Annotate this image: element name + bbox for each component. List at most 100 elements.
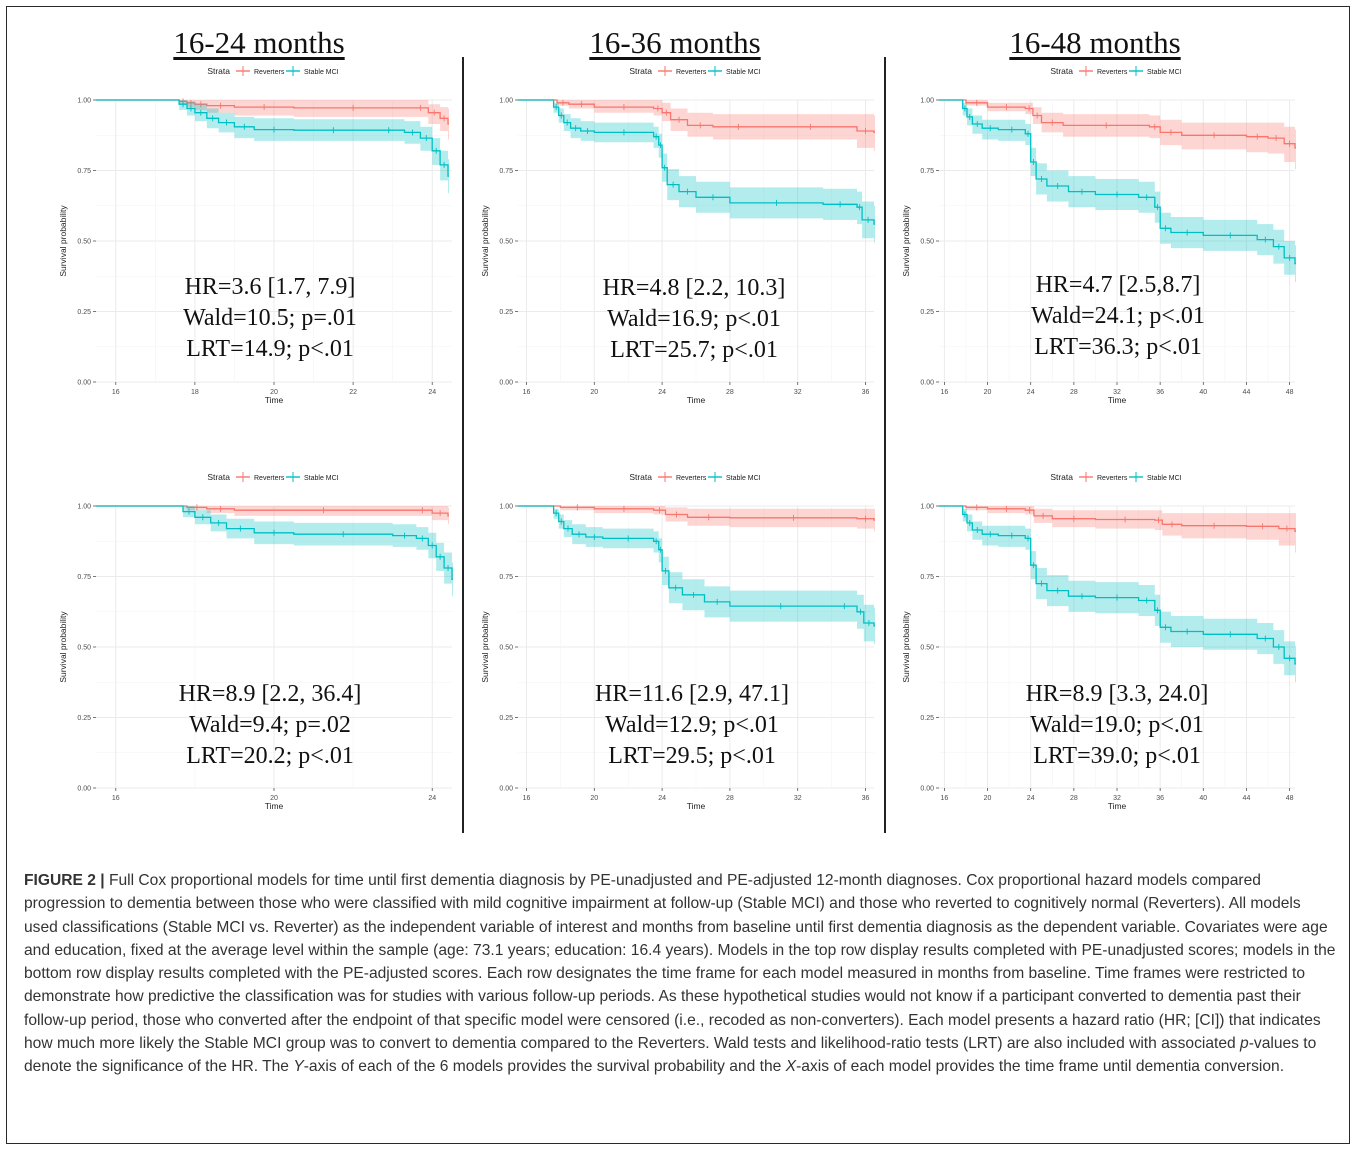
- x-tick-label: 36: [1156, 389, 1164, 396]
- x-axis-label: Time: [1108, 395, 1127, 405]
- survival-line-reverters: [96, 505, 449, 517]
- y-tick-label: 0.50: [499, 239, 513, 246]
- ci-band-stable: [939, 506, 1296, 683]
- figure-label: FIGURE 2 |: [24, 872, 105, 889]
- y-tick-label: 0.75: [499, 574, 513, 581]
- gridlines: [939, 505, 1295, 789]
- y-tick-label: 0.50: [920, 239, 934, 246]
- x-tick-label: 28: [726, 389, 734, 396]
- lrt-text: LRT=14.9; p<.01: [186, 336, 354, 362]
- legend-title: Strata: [1050, 472, 1073, 482]
- caption-text: Full Cox proportional models for time un…: [24, 872, 1336, 1053]
- legend: Strata Reverters Stable MCI: [207, 472, 339, 482]
- x-tick-label: 36: [862, 389, 870, 396]
- x-tick-label: 20: [590, 795, 598, 802]
- x-tick-label: 24: [658, 795, 666, 802]
- y-axis-label: Survival probability: [901, 205, 911, 277]
- x-tick-label: 28: [726, 795, 734, 802]
- wald-text: Wald=12.9; p<.01: [605, 712, 779, 738]
- figure-caption: FIGURE 2 | Full Cox proportional models …: [24, 869, 1336, 1079]
- legend-label-stable: Stable MCI: [304, 475, 339, 482]
- legend-label-reverters: Reverters: [254, 475, 285, 482]
- x-tick-label: 16: [112, 389, 120, 396]
- y-tick-label: 0.25: [920, 715, 934, 722]
- ci-band-reverters: [518, 506, 875, 532]
- y-tick-label: 0.25: [77, 309, 91, 316]
- wald-text: Wald=19.0; p<.01: [1030, 712, 1204, 738]
- legend-label-reverters: Reverters: [1097, 69, 1128, 76]
- wald-text: Wald=16.9; p<.01: [607, 306, 781, 332]
- gridlines: [518, 99, 874, 383]
- y-tick-label: 0.25: [499, 309, 513, 316]
- x-tick-label: 32: [1113, 795, 1121, 802]
- lrt-text: LRT=25.7; p<.01: [610, 337, 778, 363]
- y-tick-label: 1.00: [920, 98, 934, 105]
- x-tick-label: 16: [112, 795, 120, 802]
- column-separator: [462, 57, 464, 833]
- x-tick-label: 20: [984, 795, 992, 802]
- x-tick-label: 24: [1027, 389, 1035, 396]
- x-tick-label: 40: [1199, 795, 1207, 802]
- x-tick-label: 16: [940, 795, 948, 802]
- stats-bottom-16-24: HR=8.9 [2.2, 36.4] Wald=9.4; p=.02 LRT=2…: [110, 679, 430, 772]
- x-tick-label: 32: [794, 795, 802, 802]
- lrt-text: LRT=39.0; p<.01: [1033, 743, 1201, 769]
- legend-title: Strata: [207, 472, 230, 482]
- column-separator: [884, 57, 886, 833]
- x-tick-label: 24: [1027, 795, 1035, 802]
- survival-line-stable: [939, 99, 1296, 265]
- legend: Strata Reverters Stable MCI: [629, 66, 761, 76]
- y-tick-label: 1.00: [77, 504, 91, 511]
- x-tick-label: 32: [1113, 389, 1121, 396]
- y-tick-label: 0.00: [77, 786, 91, 793]
- lrt-text: LRT=20.2; p<.01: [186, 743, 354, 769]
- y-tick-label: 0.00: [920, 786, 934, 793]
- hr-text: HR=4.7 [2.5,8.7]: [1035, 272, 1201, 298]
- y-tick-label: 0.00: [920, 380, 934, 387]
- survival-line-stable: [518, 99, 875, 225]
- ci-band-stable: [96, 100, 449, 194]
- stats-top-16-36: HR=4.8 [2.2, 10.3] Wald=16.9; p<.01 LRT=…: [534, 273, 854, 366]
- legend-title: Strata: [629, 66, 652, 76]
- legend-label-stable: Stable MCI: [726, 69, 761, 76]
- legend: Strata Reverters Stable MCI: [629, 472, 761, 482]
- y-tick-label: 0.50: [77, 239, 91, 246]
- x-tick-label: 20: [984, 389, 992, 396]
- hr-text: HR=4.8 [2.2, 10.3]: [602, 275, 786, 301]
- y-tick-label: 0.75: [77, 574, 91, 581]
- caption-text: -values to denote the significance of th…: [24, 1035, 1317, 1076]
- legend-title: Strata: [629, 472, 652, 482]
- legend-label-reverters: Reverters: [254, 69, 285, 76]
- ci-band-reverters: [939, 506, 1296, 553]
- lrt-text: LRT=36.3; p<.01: [1034, 334, 1202, 360]
- y-axis-label: Survival probability: [58, 611, 68, 683]
- x-tick-label: 44: [1243, 795, 1251, 802]
- y-axis-label: Survival probability: [480, 205, 490, 277]
- caption-text: -axis of each of the 6 models provides t…: [303, 1058, 786, 1076]
- ci-band-stable: [939, 100, 1296, 282]
- x-axis-label: Time: [265, 801, 284, 811]
- stats-bottom-16-36: HR=11.6 [2.9, 47.1] Wald=12.9; p<.01 LRT…: [532, 679, 852, 772]
- lrt-text: LRT=29.5; p<.01: [608, 743, 776, 769]
- stats-top-16-24: HR=3.6 [1.7, 7.9] Wald=10.5; p=.01 LRT=1…: [110, 272, 430, 365]
- y-axis-label: Survival probability: [480, 611, 490, 683]
- column-title-16-36: 16-36 months: [589, 25, 761, 60]
- figure-frame: 16-24 months 16-36 months 16-48 months: [6, 6, 1350, 1144]
- y-tick-label: 0.75: [920, 574, 934, 581]
- stats-top-16-48: HR=4.7 [2.5,8.7] Wald=24.1; p<.01 LRT=36…: [958, 270, 1278, 363]
- x-tick-label: 32: [794, 389, 802, 396]
- ci-band-stable: [518, 100, 875, 243]
- x-axis-label: Time: [265, 395, 284, 405]
- y-tick-label: 0.50: [499, 645, 513, 652]
- y-tick-label: 0.75: [499, 168, 513, 175]
- column-title-16-48: 16-48 months: [1009, 25, 1181, 60]
- legend-title: Strata: [207, 66, 230, 76]
- y-tick-label: 1.00: [920, 504, 934, 511]
- x-axis-label: Time: [687, 801, 706, 811]
- caption-italic-p: p: [1240, 1035, 1249, 1053]
- caption-text: -axis of each model provides the time fr…: [796, 1058, 1285, 1076]
- x-tick-label: 20: [270, 389, 278, 396]
- x-tick-label: 20: [270, 795, 278, 802]
- y-tick-label: 0.75: [77, 168, 91, 175]
- wald-text: Wald=10.5; p=.01: [183, 305, 357, 331]
